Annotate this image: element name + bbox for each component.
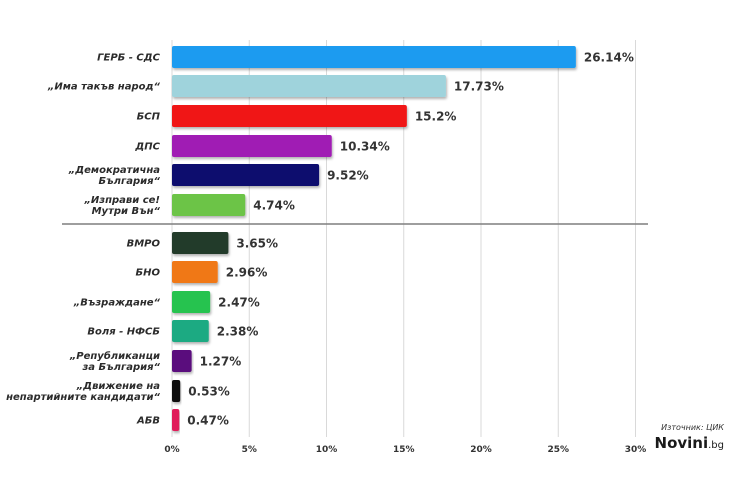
value-label: 0.53% — [188, 385, 230, 399]
value-label: 4.74% — [253, 199, 295, 213]
value-label: 17.73% — [454, 80, 504, 94]
bar — [172, 164, 320, 186]
value-label: 2.47% — [218, 296, 260, 310]
category-label: БСП — [137, 112, 161, 123]
value-label: 2.38% — [217, 325, 259, 339]
tick-label: 15% — [393, 445, 415, 455]
tick-label: 25% — [547, 445, 569, 455]
bar — [172, 46, 576, 68]
tick-label: 20% — [470, 445, 492, 455]
category-label: „Има такъв народ“ — [47, 82, 161, 93]
bar — [172, 291, 211, 313]
category-label: ГЕРБ - СДС — [97, 53, 161, 64]
tick-label: 10% — [316, 445, 338, 455]
category-label: ДПС — [134, 142, 160, 153]
bar — [172, 135, 332, 157]
bar — [172, 380, 181, 402]
tick-label: 5% — [242, 445, 257, 455]
x-axis-ticks: 0% 5% 10% 15% 20% 25% 30% — [164, 445, 646, 455]
source-note: Източник: ЦИК — [661, 423, 724, 432]
novini-logo: Novini.bg — [655, 434, 724, 452]
category-label: ВМРО — [127, 239, 161, 250]
value-label: 2.96% — [226, 266, 268, 280]
value-label: 26.14% — [584, 51, 634, 65]
category-label: „Републиканци за България“ — [69, 350, 161, 373]
tick-label: 0% — [164, 445, 179, 455]
tick-label: 30% — [625, 445, 647, 455]
category-labels: ГЕРБ - СДС „Има такъв народ“ БСП ДПС „Демокр… — [6, 53, 161, 427]
category-label: „Възраждане“ — [73, 298, 161, 309]
bars — [172, 46, 576, 431]
value-label: 9.52% — [327, 169, 369, 183]
bar — [172, 232, 229, 254]
category-label: Воля - НФСБ — [87, 327, 160, 338]
value-label: 1.27% — [200, 355, 242, 369]
bar — [172, 75, 446, 97]
category-label: БНО — [136, 268, 161, 279]
value-label: 0.47% — [187, 414, 229, 428]
bar — [172, 320, 209, 342]
bar — [172, 350, 192, 372]
bar — [172, 105, 407, 127]
bar — [172, 194, 246, 216]
value-labels: 26.14% 17.73% 15.2% 10.34% 9.52% 4.74% 3.65% 2.… — [187, 51, 634, 428]
value-label: 15.2% — [415, 110, 457, 124]
value-label: 10.34% — [340, 140, 390, 154]
category-label: „Движение на непартийните кандидати“ — [6, 381, 160, 403]
bar — [172, 409, 180, 431]
category-label: „Изправи се! Мутри Вън“ — [83, 195, 160, 217]
category-label: АБВ — [136, 416, 160, 427]
bar — [172, 261, 218, 283]
logo-name: Novini — [654, 434, 709, 452]
logo-suffix: .bg — [708, 440, 724, 451]
value-label: 3.65% — [236, 237, 278, 251]
category-label: „Демократична България“ — [68, 165, 161, 187]
